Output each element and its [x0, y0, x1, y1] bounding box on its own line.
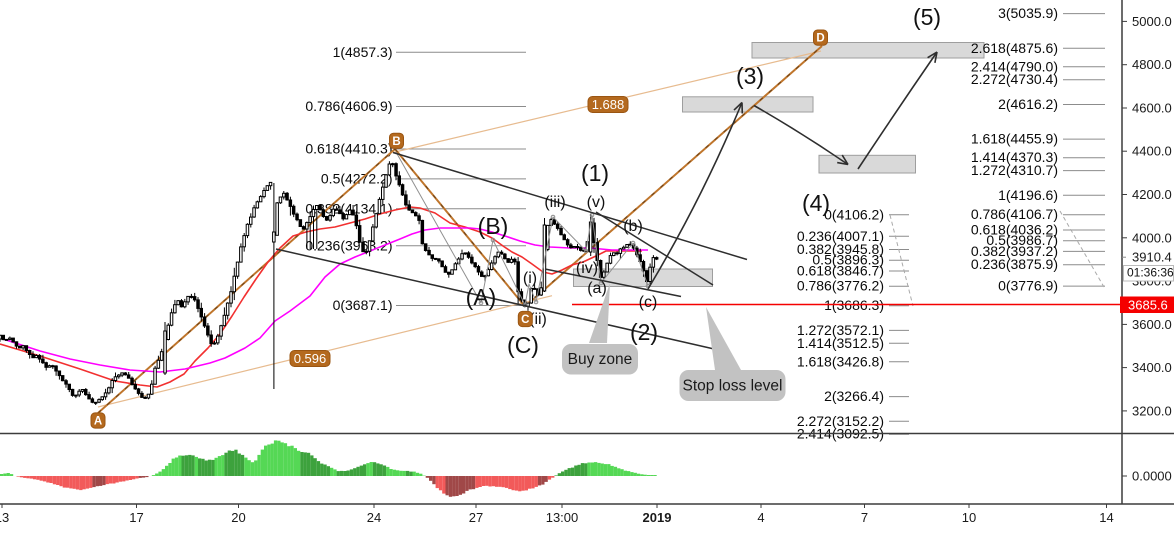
- svg-text:(i): (i): [523, 270, 537, 287]
- svg-text:3600.0: 3600.0: [1132, 317, 1172, 332]
- svg-text:1(4196.6): 1(4196.6): [998, 187, 1058, 203]
- svg-text:C: C: [521, 314, 529, 326]
- svg-text:10: 10: [962, 510, 976, 525]
- svg-text:1.618(3426.8): 1.618(3426.8): [797, 353, 884, 369]
- svg-text:(iii): (iii): [544, 194, 565, 211]
- svg-text:2.618(4875.6): 2.618(4875.6): [971, 40, 1058, 56]
- svg-text:D: D: [816, 33, 824, 45]
- svg-text:01:36:36: 01:36:36: [1127, 266, 1174, 280]
- svg-text:3200.0: 3200.0: [1132, 403, 1172, 418]
- svg-text:B: B: [392, 136, 400, 148]
- svg-text:2019: 2019: [643, 510, 672, 525]
- svg-text:1(4857.3): 1(4857.3): [333, 44, 393, 60]
- svg-text:24: 24: [367, 510, 381, 525]
- svg-text:0.596: 0.596: [294, 351, 327, 366]
- svg-text:(4): (4): [802, 190, 830, 216]
- svg-text:0.786(4106.7): 0.786(4106.7): [971, 206, 1058, 222]
- svg-text:(v): (v): [587, 194, 606, 211]
- svg-text:13:00: 13:00: [546, 510, 579, 525]
- svg-text:A: A: [94, 416, 102, 428]
- svg-text:0.0000: 0.0000: [1132, 469, 1172, 484]
- svg-text:4800.0: 4800.0: [1132, 57, 1172, 72]
- svg-text:2(3266.4): 2(3266.4): [824, 388, 884, 404]
- svg-text:1.414(3512.5): 1.414(3512.5): [797, 335, 884, 351]
- svg-text:(B): (B): [478, 213, 509, 239]
- svg-text:(2): (2): [630, 319, 658, 345]
- svg-text:13: 13: [0, 510, 9, 525]
- svg-text:1.688: 1.688: [592, 97, 625, 112]
- svg-text:(1): (1): [581, 160, 609, 186]
- svg-text:4600.0: 4600.0: [1132, 101, 1172, 116]
- svg-text:0.618(3846.7): 0.618(3846.7): [797, 263, 884, 279]
- svg-text:0(4106.2): 0(4106.2): [824, 206, 884, 222]
- svg-text:(b): (b): [623, 218, 643, 235]
- svg-text:3910.4: 3910.4: [1132, 250, 1172, 265]
- svg-text:0.618(4410.3): 0.618(4410.3): [305, 141, 392, 157]
- svg-text:14: 14: [1099, 510, 1113, 525]
- svg-text:3400.0: 3400.0: [1132, 360, 1172, 375]
- svg-text:(5): (5): [913, 4, 941, 30]
- svg-text:3(5035.9): 3(5035.9): [998, 5, 1058, 21]
- svg-text:(a): (a): [587, 280, 607, 297]
- svg-text:0(3687.1): 0(3687.1): [333, 297, 393, 313]
- svg-text:4: 4: [757, 510, 764, 525]
- svg-text:2(4616.2): 2(4616.2): [998, 96, 1058, 112]
- svg-text:(C): (C): [507, 332, 539, 358]
- svg-text:1.618(4455.9): 1.618(4455.9): [971, 131, 1058, 147]
- svg-text:0.236(3875.9): 0.236(3875.9): [971, 256, 1058, 272]
- svg-text:0.786(4606.9): 0.786(4606.9): [305, 98, 392, 114]
- svg-text:(3): (3): [736, 63, 764, 89]
- svg-text:3685.6: 3685.6: [1128, 298, 1168, 313]
- svg-text:0.236(3963.2): 0.236(3963.2): [305, 237, 392, 253]
- svg-text:4400.0: 4400.0: [1132, 144, 1172, 159]
- svg-text:7: 7: [861, 510, 868, 525]
- svg-text:(A): (A): [466, 284, 497, 310]
- svg-text:0.786(3776.2): 0.786(3776.2): [797, 278, 884, 294]
- svg-text:27: 27: [469, 510, 483, 525]
- svg-text:20: 20: [231, 510, 245, 525]
- svg-text:(iv): (iv): [576, 260, 598, 277]
- svg-text:17: 17: [129, 510, 143, 525]
- svg-text:Stop loss level: Stop loss level: [683, 378, 783, 395]
- svg-text:(c): (c): [639, 294, 658, 311]
- svg-text:1.272(4310.7): 1.272(4310.7): [971, 162, 1058, 178]
- svg-text:4000.0: 4000.0: [1132, 230, 1172, 245]
- svg-text:0(3776.9): 0(3776.9): [998, 278, 1058, 294]
- svg-text:4200.0: 4200.0: [1132, 187, 1172, 202]
- svg-text:2.272(4730.4): 2.272(4730.4): [971, 71, 1058, 87]
- svg-text:1(3686.3): 1(3686.3): [824, 297, 884, 313]
- svg-text:5000.0: 5000.0: [1132, 14, 1172, 29]
- svg-text:Buy zone: Buy zone: [568, 351, 633, 368]
